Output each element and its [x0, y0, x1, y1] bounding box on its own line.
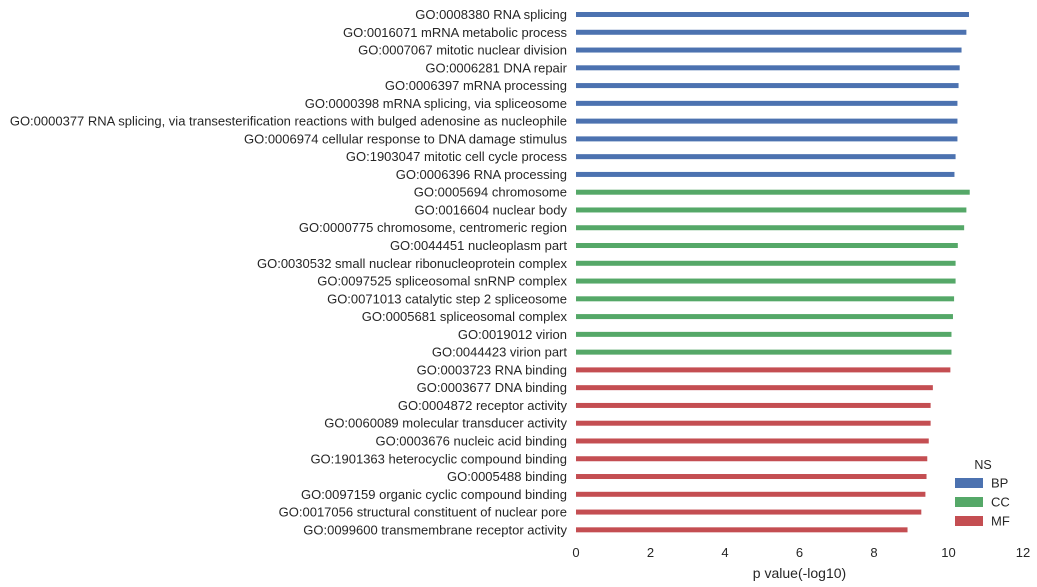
- category-label: GO:0044451 nucleoplasm part: [390, 238, 567, 253]
- category-label: GO:0006396 RNA processing: [396, 167, 567, 182]
- x-tick-label: 8: [870, 545, 877, 560]
- category-label: GO:0071013 catalytic step 2 spliceosome: [327, 291, 567, 306]
- bar-mf: [576, 385, 933, 391]
- bar-cc: [576, 260, 956, 266]
- bar-bp: [576, 171, 955, 177]
- bar-mf: [576, 438, 929, 444]
- legend-swatch-bp: [955, 478, 983, 488]
- legend-label-mf: MF: [991, 514, 1010, 529]
- category-label: GO:0097159 organic cyclic compound bindi…: [301, 487, 567, 502]
- legend-swatch-mf: [955, 516, 983, 526]
- category-label: GO:1901363 heterocyclic compound binding: [310, 451, 567, 466]
- category-label: GO:1903047 mitotic cell cycle process: [346, 149, 568, 164]
- bar-mf: [576, 491, 926, 497]
- bar-bp: [576, 136, 958, 142]
- bar-bp: [576, 118, 958, 124]
- x-axis-ticks: 0 2 4 6 8 10 12: [572, 545, 1030, 560]
- bar-cc: [576, 207, 967, 213]
- bar-cc: [576, 278, 956, 284]
- category-label: GO:0019012 virion: [458, 327, 567, 342]
- legend-swatch-cc: [955, 497, 983, 507]
- bar-bp: [576, 47, 962, 53]
- legend-title: NS: [974, 458, 991, 472]
- category-label: GO:0003677 DNA binding: [417, 380, 567, 395]
- bar-mf: [576, 474, 927, 480]
- x-tick-label: 10: [941, 545, 955, 560]
- x-tick-label: 0: [572, 545, 579, 560]
- bar-bp: [576, 29, 967, 35]
- category-labels: GO:0008380 RNA splicing GO:0016071 mRNA m…: [10, 7, 568, 537]
- bar-cc: [576, 296, 955, 302]
- category-label: GO:0017056 structural constituent of nuc…: [279, 505, 567, 520]
- category-label: GO:0008380 RNA splicing: [415, 7, 567, 22]
- bar-mf: [576, 527, 908, 533]
- x-tick-label: 2: [647, 545, 654, 560]
- category-label: GO:0097525 spliceosomal snRNP complex: [317, 274, 567, 289]
- category-label: GO:0005488 binding: [447, 469, 567, 484]
- category-label: GO:0000377 RNA splicing, via transesteri…: [10, 114, 567, 129]
- bars-layer: [576, 12, 970, 533]
- category-label: GO:0000775 chromosome, centromeric regio…: [299, 220, 567, 235]
- category-label: GO:0030532 small nuclear ribonucleoprote…: [257, 256, 568, 271]
- bar-cc: [576, 225, 965, 231]
- bar-cc: [576, 189, 970, 195]
- bar-mf: [576, 367, 951, 373]
- bar-cc: [576, 349, 952, 355]
- x-tick-label: 12: [1016, 545, 1030, 560]
- bar-cc: [576, 331, 952, 337]
- bar-mf: [576, 509, 922, 515]
- category-label: GO:0006281 DNA repair: [425, 60, 567, 75]
- legend-entries: BP CC MF: [955, 476, 1010, 529]
- bar-mf: [576, 456, 928, 462]
- legend-label-cc: CC: [991, 495, 1010, 510]
- category-label: GO:0005694 chromosome: [414, 185, 567, 200]
- legend: NS BP CC MF: [955, 458, 1010, 529]
- x-axis-label: p value(-log10): [753, 565, 846, 581]
- category-label: GO:0007067 mitotic nuclear division: [358, 43, 567, 58]
- category-label: GO:0000398 mRNA splicing, via spliceosom…: [305, 96, 567, 111]
- bar-cc: [576, 314, 953, 320]
- category-label: GO:0016071 mRNA metabolic process: [343, 25, 567, 40]
- category-label: GO:0003723 RNA binding: [417, 362, 567, 377]
- bar-mf: [576, 420, 931, 426]
- category-label: GO:0003676 nucleic acid binding: [375, 433, 567, 448]
- bar-bp: [576, 12, 969, 17]
- category-label: GO:0004872 receptor activity: [398, 398, 568, 413]
- category-label: GO:0044423 virion part: [432, 345, 568, 360]
- category-label: GO:0006974 cellular response to DNA dama…: [244, 131, 568, 146]
- category-label: GO:0016604 nuclear body: [415, 202, 568, 217]
- category-label: GO:0060089 molecular transducer activity: [324, 416, 567, 431]
- bar-bp: [576, 83, 959, 89]
- category-label: GO:0005681 spliceosomal complex: [362, 309, 568, 324]
- x-tick-label: 6: [796, 545, 803, 560]
- category-label: GO:0006397 mRNA processing: [385, 78, 567, 93]
- bar-mf: [576, 402, 931, 408]
- bar-bp: [576, 65, 960, 71]
- bar-bp: [576, 100, 958, 106]
- x-tick-label: 4: [721, 545, 728, 560]
- category-label: GO:0099600 transmembrane receptor activi…: [303, 522, 567, 537]
- bar-bp: [576, 154, 956, 160]
- legend-label-bp: BP: [991, 476, 1008, 491]
- bar-cc: [576, 243, 958, 249]
